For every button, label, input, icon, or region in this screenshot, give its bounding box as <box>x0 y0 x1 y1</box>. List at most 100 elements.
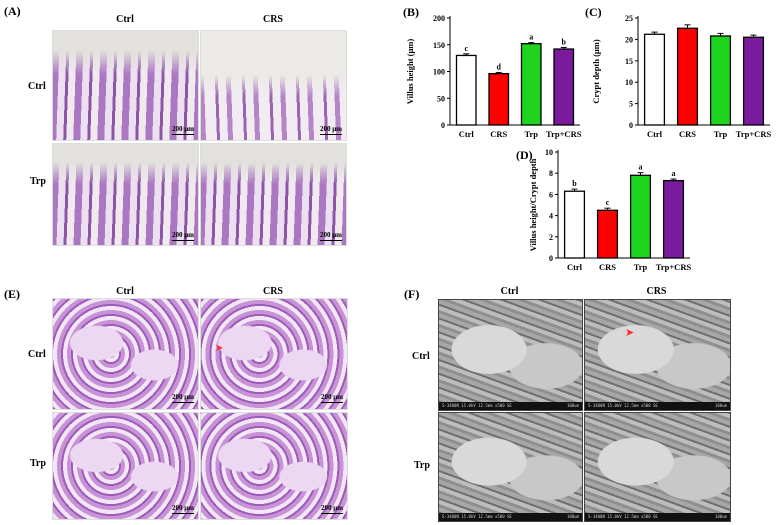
bar <box>676 27 699 126</box>
bar <box>709 35 732 126</box>
y-tick-label: 25 <box>625 14 633 23</box>
significance-letter: b <box>562 37 567 46</box>
x-tick-label: Trp <box>634 262 648 272</box>
panel-e-label: (E) <box>4 287 20 301</box>
significance-letter: c <box>464 44 468 53</box>
significance-letter: c <box>606 198 610 207</box>
panel-label: (D) <box>516 148 533 162</box>
panel-e-row-ctrl: Ctrl <box>28 349 46 360</box>
histology-image-e-ctrl-ctrl: 200 μm <box>52 298 199 410</box>
bar <box>629 174 652 259</box>
sem-image-ctrl-crs: ➤ S-3400N 15.0kV 12.5mm x500 SE 100um <box>584 299 731 411</box>
y-tick-label: 200 <box>433 14 445 23</box>
bar <box>563 190 586 259</box>
arrow-marker-icon: ➤ <box>215 343 224 354</box>
significance-letter: a <box>672 169 676 178</box>
y-axis-label: Villus height (μm) <box>405 39 415 105</box>
x-tick-label: CRS <box>490 129 507 139</box>
sem-scale: 100um <box>714 514 727 519</box>
scale-bar: 200 μm <box>171 231 194 239</box>
y-axis-label: Crypt depth (μm) <box>591 39 601 103</box>
chart-crypt-depth: (C) 0 5 10 15 20 25 Crypt depth (μm) Ctrl CRS Trp T… <box>585 5 772 139</box>
y-tick-label: 0 <box>441 121 445 130</box>
panel-e-header-ctrl: Ctrl <box>116 286 134 297</box>
x-tick-label: Trp <box>714 129 728 139</box>
panel-a-header-ctrl: Ctrl <box>116 14 134 25</box>
x-tick-label: Ctrl <box>567 262 583 272</box>
panel-label: (B) <box>403 5 419 19</box>
y-tick-label: 50 <box>437 94 445 103</box>
bar <box>520 43 542 126</box>
y-tick-label: 15 <box>625 57 633 66</box>
panel-f-label: (F) <box>404 287 420 301</box>
sem-caption: S-3400N 15.0kV 12.5mm x500 SE <box>588 403 658 408</box>
x-tick-label: Ctrl <box>459 129 475 139</box>
sem-info-bar: S-3400N 15.0kV 12.5mm x500 SE 100um <box>439 402 582 410</box>
bar <box>742 36 765 126</box>
panel-f-header-crs: CRS <box>646 286 667 297</box>
panel-f-header-ctrl: Ctrl <box>500 286 519 297</box>
panel-a-row-trp: Trp <box>30 176 46 187</box>
panel-f-row-trp: Trp <box>414 460 430 471</box>
x-tick-label: Trp+CRS <box>736 129 772 139</box>
panel-a-row-ctrl: Ctrl <box>28 81 46 92</box>
y-tick-label: 20 <box>625 35 633 44</box>
histology-image-a-ctrl-ctrl: 200 μm <box>52 30 199 141</box>
scale-bar: 200 μm <box>171 504 194 512</box>
y-tick-label: 6 <box>549 190 553 199</box>
y-tick-label: 8 <box>549 169 553 178</box>
bar <box>455 54 477 126</box>
panel-e-row-trp: Trp <box>30 458 46 469</box>
histology-image-a-trp-crs: 200 μm <box>200 143 347 246</box>
sem-info-bar: S-3400N 15.0kV 12.5mm x500 SE 100um <box>585 402 730 410</box>
y-tick-label: 0 <box>629 121 633 130</box>
chart-villus-height: (B) 0 50 100 150 200 Villus height (μm) c Ctrl d C… <box>403 5 582 139</box>
panel-a-label: (A) <box>4 4 21 18</box>
histology-image-a-ctrl-crs: 200 μm <box>200 30 347 141</box>
y-tick-label: 100 <box>433 68 445 77</box>
x-tick-label: Trp <box>524 129 538 139</box>
sem-image-trp-ctrl: S-3400N 15.0kV 12.5mm x500 SE 100um <box>438 412 583 522</box>
y-tick-label: 2 <box>549 233 553 242</box>
bar <box>596 209 619 259</box>
sem-info-bar: S-3400N 15.0kV 12.5mm x500 SE 100um <box>585 513 730 521</box>
x-tick-label: CRS <box>599 262 616 272</box>
y-tick-label: 150 <box>433 41 445 50</box>
sem-info-bar: S-3400N 15.0kV 12.5mm x500 SE 100um <box>439 513 582 521</box>
bar <box>488 72 510 126</box>
sem-caption: S-3400N 15.0kV 12.5mm x500 SE <box>442 403 512 408</box>
significance-letter: a <box>529 33 533 42</box>
sem-scale: 100um <box>566 403 579 408</box>
sem-caption: S-3400N 15.0kV 12.5mm x500 SE <box>588 514 658 519</box>
sem-image-trp-crs: S-3400N 15.0kV 12.5mm x500 SE 100um <box>584 412 731 522</box>
arrow-marker-icon: ➤ <box>625 327 635 339</box>
significance-letter: a <box>639 163 643 172</box>
significance-letter: d <box>497 63 502 72</box>
x-tick-label: Ctrl <box>647 129 663 139</box>
sem-scale: 100um <box>714 403 727 408</box>
scale-bar: 200 μm <box>171 125 194 133</box>
x-tick-label: CRS <box>679 129 696 139</box>
histology-image-e-trp-crs: 200 μm <box>200 412 348 520</box>
scale-bar: 200 μm <box>320 393 343 401</box>
scale-bar: 200 μm <box>319 125 342 133</box>
scale-bar: 200 μm <box>171 393 194 401</box>
significance-letter: b <box>572 179 577 188</box>
panel-f-row-ctrl: Ctrl <box>412 351 430 362</box>
x-tick-label: Trp+CRS <box>546 129 582 139</box>
sem-caption: S-3400N 15.0kV 12.5mm x500 SE <box>442 514 512 519</box>
y-tick-label: 4 <box>549 212 553 221</box>
panel-e-header-crs: CRS <box>262 286 283 297</box>
panel-label: (C) <box>585 5 602 19</box>
histology-image-e-trp-ctrl: 200 μm <box>52 412 199 520</box>
y-tick-label: 10 <box>545 148 553 157</box>
chart-villus-crypt-ratio: (D) 0 2 4 6 8 10 Villus height/Crypt depth b Ctrl… <box>516 148 692 272</box>
bar <box>662 179 685 259</box>
y-tick-label: 5 <box>629 100 633 109</box>
histology-image-e-ctrl-crs: ➤ 200 μm <box>200 298 348 410</box>
sem-image-ctrl-ctrl: S-3400N 15.0kV 12.5mm x500 SE 100um <box>438 299 583 411</box>
y-axis-label: Villus height/Crypt depth <box>528 158 538 251</box>
panel-a-header-crs: CRS <box>262 14 283 25</box>
x-tick-label: Trp+CRS <box>656 262 692 272</box>
scale-bar: 200 μm <box>320 504 343 512</box>
